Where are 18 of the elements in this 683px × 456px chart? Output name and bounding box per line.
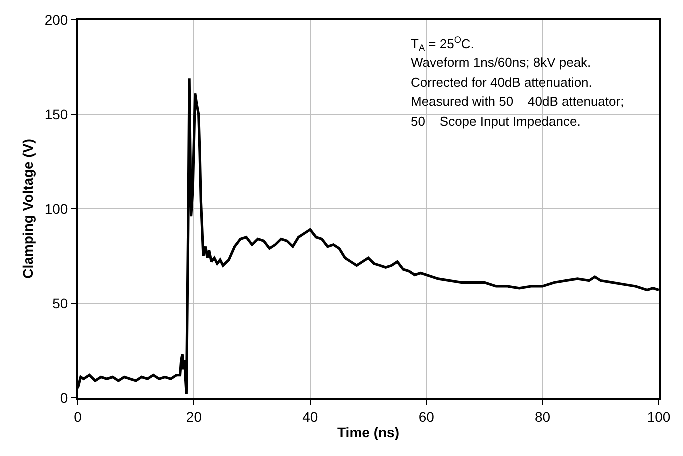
x-tick-label: 100	[647, 408, 671, 425]
annotation: Corrected for 40dB attenuation.	[411, 75, 592, 90]
annotation: 50 Scope Input Impedance.	[411, 114, 581, 129]
x-tick-label: 0	[74, 408, 82, 425]
y-tick-label: 200	[44, 12, 68, 28]
y-tick-label: 150	[44, 106, 68, 122]
y-tick-label: 50	[52, 295, 68, 312]
x-tick-label: 40	[302, 408, 318, 425]
annotation: T$_{A}$ = 25$^{O}$C.	[411, 35, 474, 54]
x-tick-label: 20	[186, 408, 202, 425]
x-tick-label: 60	[418, 408, 435, 425]
x-tick-label: 80	[535, 408, 551, 425]
y-tick-label: 0	[60, 390, 68, 406]
annotation: Waveform 1ns/60ns; 8kV peak.	[411, 55, 592, 70]
annotation: Measured with 50 40dB attenuator;	[411, 94, 624, 109]
y-axis-title: Clamping Voltage (V)	[20, 139, 36, 279]
x-axis-title: Time (ns)	[338, 424, 400, 441]
y-tick-label: 100	[44, 200, 68, 217]
